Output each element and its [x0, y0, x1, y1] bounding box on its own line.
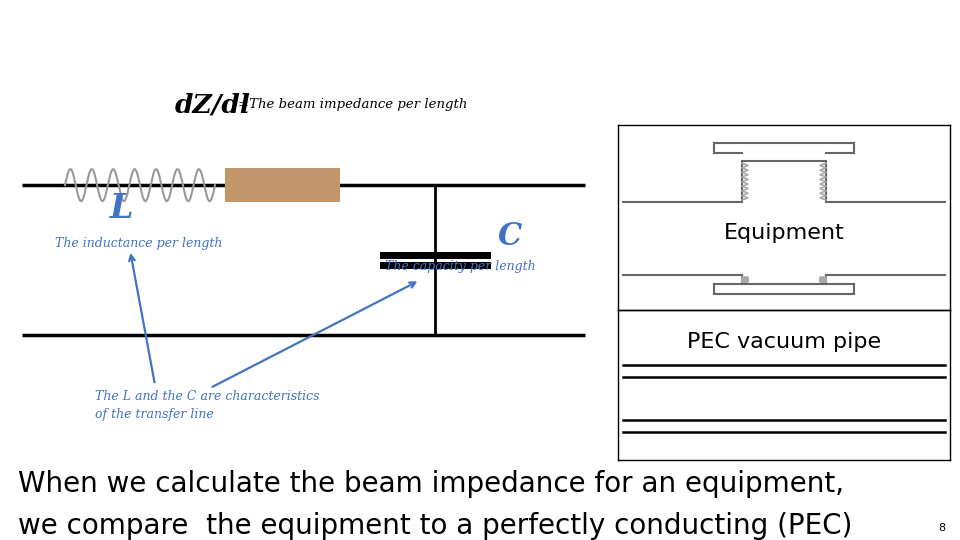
Bar	[225, 168, 340, 202]
Text: C: C	[498, 221, 522, 252]
Text: we compare  the equipment to a perfectly conducting (PEC): we compare the equipment to a perfectly …	[18, 512, 852, 540]
Text: When we calculate the beam impedance for an equipment,: When we calculate the beam impedance for…	[18, 470, 844, 498]
Text: What is beam impedance?: What is beam impedance?	[14, 10, 589, 49]
Text: =The beam impedance per length: =The beam impedance per length	[238, 98, 468, 111]
Text: 8: 8	[938, 523, 945, 533]
Text: The inductance per length: The inductance per length	[55, 237, 223, 250]
Text: PEC vacuum pipe: PEC vacuum pipe	[687, 332, 881, 352]
Text: Equipment: Equipment	[724, 223, 845, 243]
Text: L: L	[110, 192, 133, 225]
Text: The L and the C are characteristics
of the transfer line: The L and the C are characteristics of t…	[95, 390, 320, 421]
Text: dZ/dl: dZ/dl	[175, 92, 251, 117]
Text: The capacity per length: The capacity per length	[385, 260, 536, 273]
